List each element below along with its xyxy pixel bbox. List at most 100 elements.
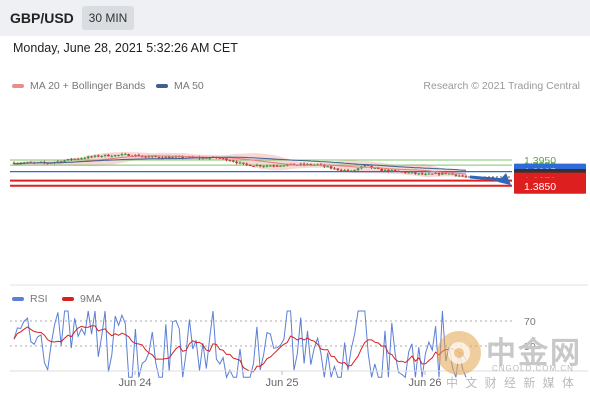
candle-body xyxy=(417,173,421,175)
legend-rsi: RSI xyxy=(12,293,48,305)
candle-body xyxy=(397,170,400,172)
candle-body xyxy=(285,164,289,166)
candle-body xyxy=(167,156,171,159)
legend-ma50: MA 50 xyxy=(156,80,204,92)
candle-body xyxy=(424,173,427,175)
watermark-emblem xyxy=(437,331,481,375)
candle-body xyxy=(164,156,168,159)
candle-body xyxy=(140,156,144,158)
candle-body xyxy=(437,173,441,175)
rsi-level-label: 50 xyxy=(524,341,536,353)
chart-header: GBP/USD 30 MIN xyxy=(0,0,590,36)
candle-body xyxy=(124,154,127,156)
candle-body xyxy=(265,165,269,167)
candle-body xyxy=(387,169,390,172)
candle-body xyxy=(457,175,461,177)
candle-body xyxy=(63,160,66,162)
candle-body xyxy=(400,171,404,173)
candle-body xyxy=(188,156,191,158)
candle-body xyxy=(97,155,100,157)
candle-body xyxy=(12,162,16,164)
candle-body xyxy=(299,163,303,165)
legend-ma50-swatch xyxy=(156,84,168,88)
candle-body xyxy=(410,172,414,174)
candle-body xyxy=(272,165,276,167)
candle-body xyxy=(255,165,259,167)
candle-body xyxy=(171,156,174,159)
candle-body xyxy=(242,162,245,164)
candle-body xyxy=(76,158,80,160)
legend-9ma-swatch xyxy=(62,297,74,301)
ma50-line xyxy=(13,156,467,171)
candle-body xyxy=(323,164,326,167)
candle-body xyxy=(454,174,458,176)
time-tick-label: Jun 25 xyxy=(265,377,298,389)
candle-body xyxy=(461,175,464,177)
candle-body xyxy=(110,156,114,158)
candle-body xyxy=(66,158,70,161)
candle-body xyxy=(59,161,63,163)
candle-body xyxy=(329,166,333,169)
support-label: 1.3850 xyxy=(524,181,556,193)
candle-body xyxy=(356,168,360,171)
candle-body xyxy=(144,156,147,158)
legend-rsi-label: RSI xyxy=(30,293,48,305)
time-tick-label: Jun 26 xyxy=(408,377,441,389)
candle-body xyxy=(147,156,151,158)
candle-body xyxy=(154,156,157,158)
candle-body xyxy=(80,158,83,160)
time-tick-label: Jun 24 xyxy=(118,377,151,389)
legend-9ma: 9MA xyxy=(62,293,102,305)
rsi-9ma-line xyxy=(13,325,467,373)
candle-body xyxy=(343,170,346,172)
candle-body xyxy=(258,165,262,167)
candle-body xyxy=(441,172,444,175)
candle-body xyxy=(309,164,313,166)
research-credit: Research © 2021 Trading Central xyxy=(423,80,580,92)
candle-body xyxy=(103,154,107,156)
candle-body xyxy=(120,154,124,156)
candle-body xyxy=(86,156,90,159)
candle-body xyxy=(434,173,437,175)
candle-body xyxy=(157,156,161,158)
candle-body xyxy=(447,173,451,175)
candle-body xyxy=(134,155,137,157)
candle-body xyxy=(350,170,353,172)
candle-body xyxy=(117,154,120,156)
candle-body xyxy=(181,156,184,158)
candle-body xyxy=(218,157,222,159)
candle-body xyxy=(113,154,117,157)
candle-body xyxy=(83,158,87,160)
candle-body xyxy=(73,158,77,160)
candle-body xyxy=(46,162,50,164)
candle-body xyxy=(346,170,350,172)
candle-body xyxy=(336,168,340,171)
timeframe-button[interactable]: 30 MIN xyxy=(82,6,134,30)
symbol-title: GBP/USD xyxy=(10,10,74,26)
candle-body xyxy=(414,172,417,174)
watermark-slogan: 中 文 财 经 新 媒 体 xyxy=(446,376,577,390)
candle-body xyxy=(93,155,97,157)
candle-body xyxy=(282,165,286,167)
legend-rsi-swatch xyxy=(12,297,24,301)
candle-body xyxy=(444,172,448,174)
candle-body xyxy=(366,164,370,166)
candle-body xyxy=(107,154,110,157)
legend-bollinger-swatch xyxy=(12,84,24,88)
candle-body xyxy=(235,161,238,164)
candle-body xyxy=(380,168,383,171)
candle-body xyxy=(333,168,336,170)
candle-body xyxy=(390,170,394,172)
forecast-arrowhead xyxy=(498,173,511,186)
chart-datetime: Monday, June 28, 2021 5:32:26 AM CET xyxy=(13,41,238,55)
candle-body xyxy=(370,165,373,168)
candle-body xyxy=(430,173,434,175)
candle-body xyxy=(221,158,225,160)
candle-body xyxy=(373,167,377,169)
candle-body xyxy=(56,161,60,163)
candle-body xyxy=(252,165,255,167)
candle-body xyxy=(269,165,272,167)
candle-body xyxy=(326,166,330,168)
forecast-arrow xyxy=(469,175,506,182)
